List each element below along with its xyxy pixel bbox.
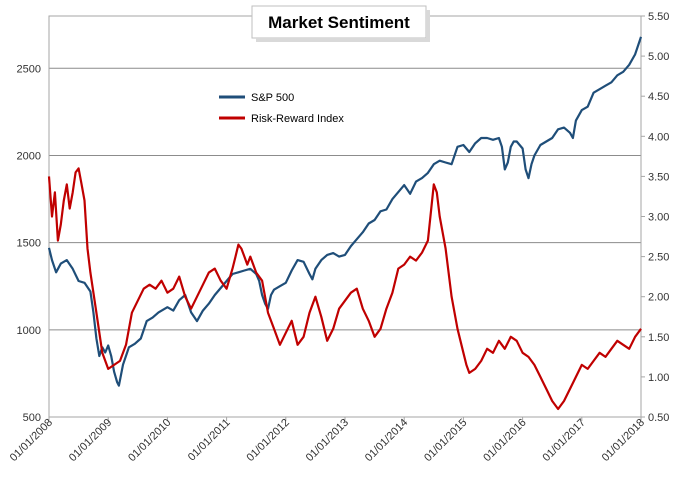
- legend-label-sp500: S&P 500: [251, 92, 294, 104]
- x-tick-label: 01/01/2012: [245, 417, 292, 464]
- y-left-tick-label: 1000: [17, 325, 41, 337]
- y-left-tick-label: 2000: [17, 150, 41, 162]
- y-axis-left: 500 1000 1500 2000 2500: [17, 63, 41, 424]
- series-line-s-p-500: [47, 36, 643, 387]
- y-axis-right: 0.50 1.00 1.50 2.00 2.50 3.00 3.50 4.00 4.50 5.00…: [641, 11, 669, 424]
- legend-label-risk-reward: Risk-Reward Index: [251, 113, 344, 125]
- y-right-tick-label: 2.00: [648, 292, 669, 304]
- y-right-tick-label: 3.00: [648, 212, 669, 224]
- y-left-tick-label: 500: [23, 412, 41, 424]
- y-right-tick-label: 2.50: [648, 252, 669, 264]
- chart-title: Market Sentiment: [268, 13, 410, 32]
- x-axis: 01/01/2008 01/01/2009 01/01/2010 01/01/2011…: [8, 417, 647, 464]
- x-tick-label: 01/01/2015: [422, 417, 469, 464]
- gridlines: [49, 67, 641, 331]
- series-layer: [47, 36, 643, 411]
- x-tick-label: 01/01/2013: [304, 417, 351, 464]
- x-tick-label: 01/01/2017: [541, 417, 588, 464]
- y-left-tick-label: 2500: [17, 63, 41, 75]
- chart-title-box: Market Sentiment: [251, 5, 430, 42]
- y-left-tick-label: 1500: [17, 238, 41, 250]
- plot-area-border: [48, 15, 642, 418]
- y-right-tick-label: 0.50: [648, 412, 669, 424]
- legend: S&P 500 Risk-Reward Index: [214, 85, 356, 127]
- y-right-tick-label: 3.50: [648, 171, 669, 183]
- y-right-tick-label: 5.00: [648, 51, 669, 63]
- y-right-tick-label: 1.50: [648, 332, 669, 344]
- y-right-tick-label: 4.50: [648, 91, 669, 103]
- x-tick-label: 01/01/2018: [600, 417, 647, 464]
- y-right-tick-label: 1.00: [648, 372, 669, 384]
- x-tick-label: 01/01/2009: [67, 417, 114, 464]
- y-right-tick-label: 5.50: [648, 11, 669, 23]
- x-tick-label: 01/01/2016: [481, 417, 528, 464]
- series-line-risk-reward-index: [47, 167, 642, 411]
- legend-box: [214, 85, 356, 127]
- x-tick-label: 01/01/2010: [126, 417, 173, 464]
- x-tick-label: 01/01/2011: [186, 417, 233, 464]
- x-tick-label: 01/01/2014: [363, 417, 410, 464]
- y-right-tick-label: 4.00: [648, 131, 669, 143]
